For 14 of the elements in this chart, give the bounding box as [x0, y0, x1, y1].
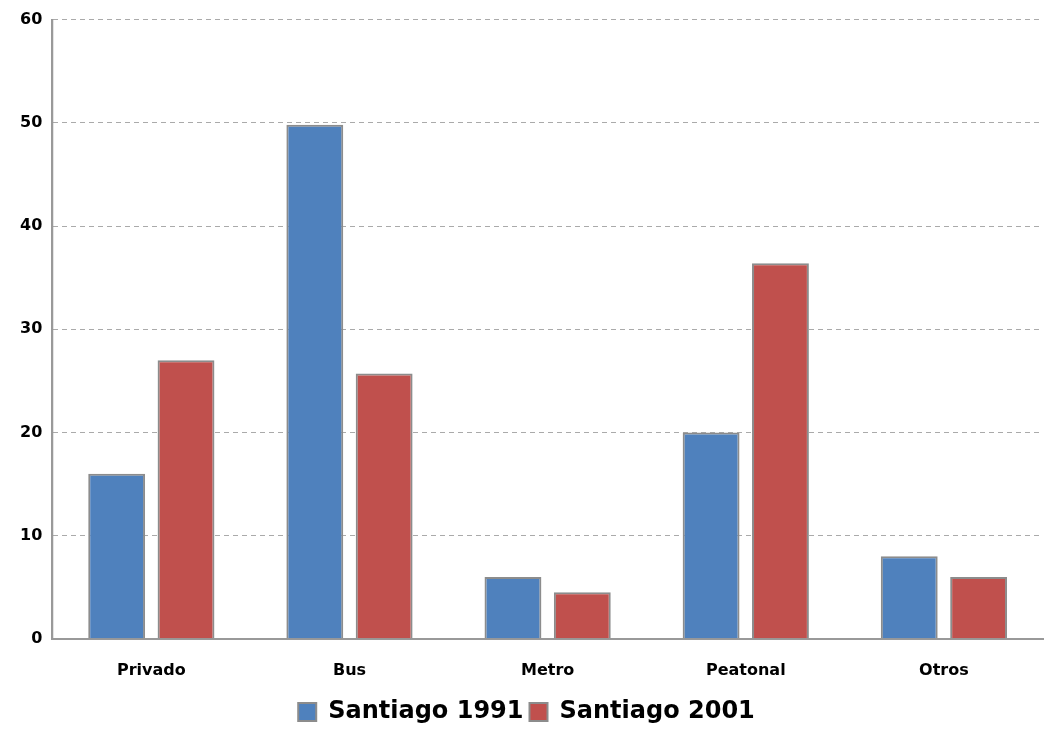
y-tick-label: 30 — [20, 318, 43, 338]
y-tick-label: 40 — [20, 215, 43, 235]
x-tick-label: Privado — [116, 659, 186, 679]
y-tick-label: 10 — [20, 524, 43, 544]
x-tick-label: Bus — [332, 659, 367, 679]
legend-label: Santiago 1991 — [328, 696, 524, 725]
x-tick-label: Peatonal — [705, 659, 786, 679]
y-tick-label: 50 — [20, 111, 43, 131]
y-tick-label: 0 — [31, 627, 43, 647]
x-tick-label: Otros — [919, 659, 969, 679]
y-tick-label: 60 — [20, 8, 43, 28]
x-tick-label: Metro — [520, 659, 575, 679]
legend-label: Santiago 2001 — [559, 696, 755, 725]
y-tick-label: 20 — [20, 421, 43, 441]
